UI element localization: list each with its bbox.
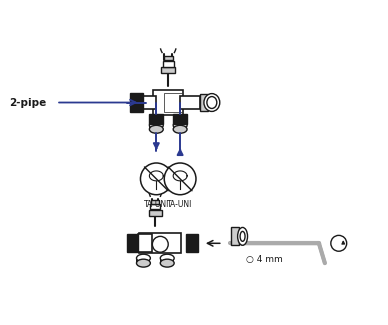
Circle shape [140, 163, 172, 195]
Ellipse shape [149, 121, 163, 129]
Circle shape [152, 236, 168, 252]
Ellipse shape [204, 94, 220, 111]
Bar [151, 200, 159, 204]
Bar [137, 257, 151, 263]
Bar [164, 56, 173, 60]
Ellipse shape [237, 227, 248, 245]
Bar [173, 114, 187, 124]
Bar [151, 204, 160, 209]
Bar [160, 257, 174, 263]
Ellipse shape [207, 97, 217, 109]
Bar [126, 234, 139, 252]
Ellipse shape [160, 259, 174, 267]
Ellipse shape [137, 259, 151, 267]
Bar [164, 93, 182, 112]
Bar [137, 96, 156, 110]
Ellipse shape [173, 125, 187, 133]
Bar [149, 210, 162, 215]
Ellipse shape [149, 125, 163, 133]
Circle shape [164, 163, 196, 195]
Ellipse shape [160, 254, 174, 262]
Ellipse shape [137, 254, 151, 262]
Bar [130, 93, 144, 112]
Text: TA-UNI: TA-UNI [168, 200, 193, 209]
Text: ○ 4 mm: ○ 4 mm [246, 255, 283, 264]
Bar [139, 234, 152, 252]
Bar [231, 227, 239, 245]
Bar [200, 94, 208, 111]
Bar [163, 61, 174, 67]
Bar [180, 96, 200, 110]
Bar [149, 114, 163, 124]
Bar [173, 124, 187, 130]
Ellipse shape [173, 121, 187, 129]
Bar [153, 90, 183, 115]
Bar [149, 124, 163, 130]
Ellipse shape [240, 231, 245, 241]
Text: 2-pipe: 2-pipe [10, 98, 47, 108]
Bar [161, 67, 175, 73]
Text: TA-UNI: TA-UNI [144, 200, 169, 209]
Bar [186, 234, 198, 252]
Bar [139, 233, 181, 253]
